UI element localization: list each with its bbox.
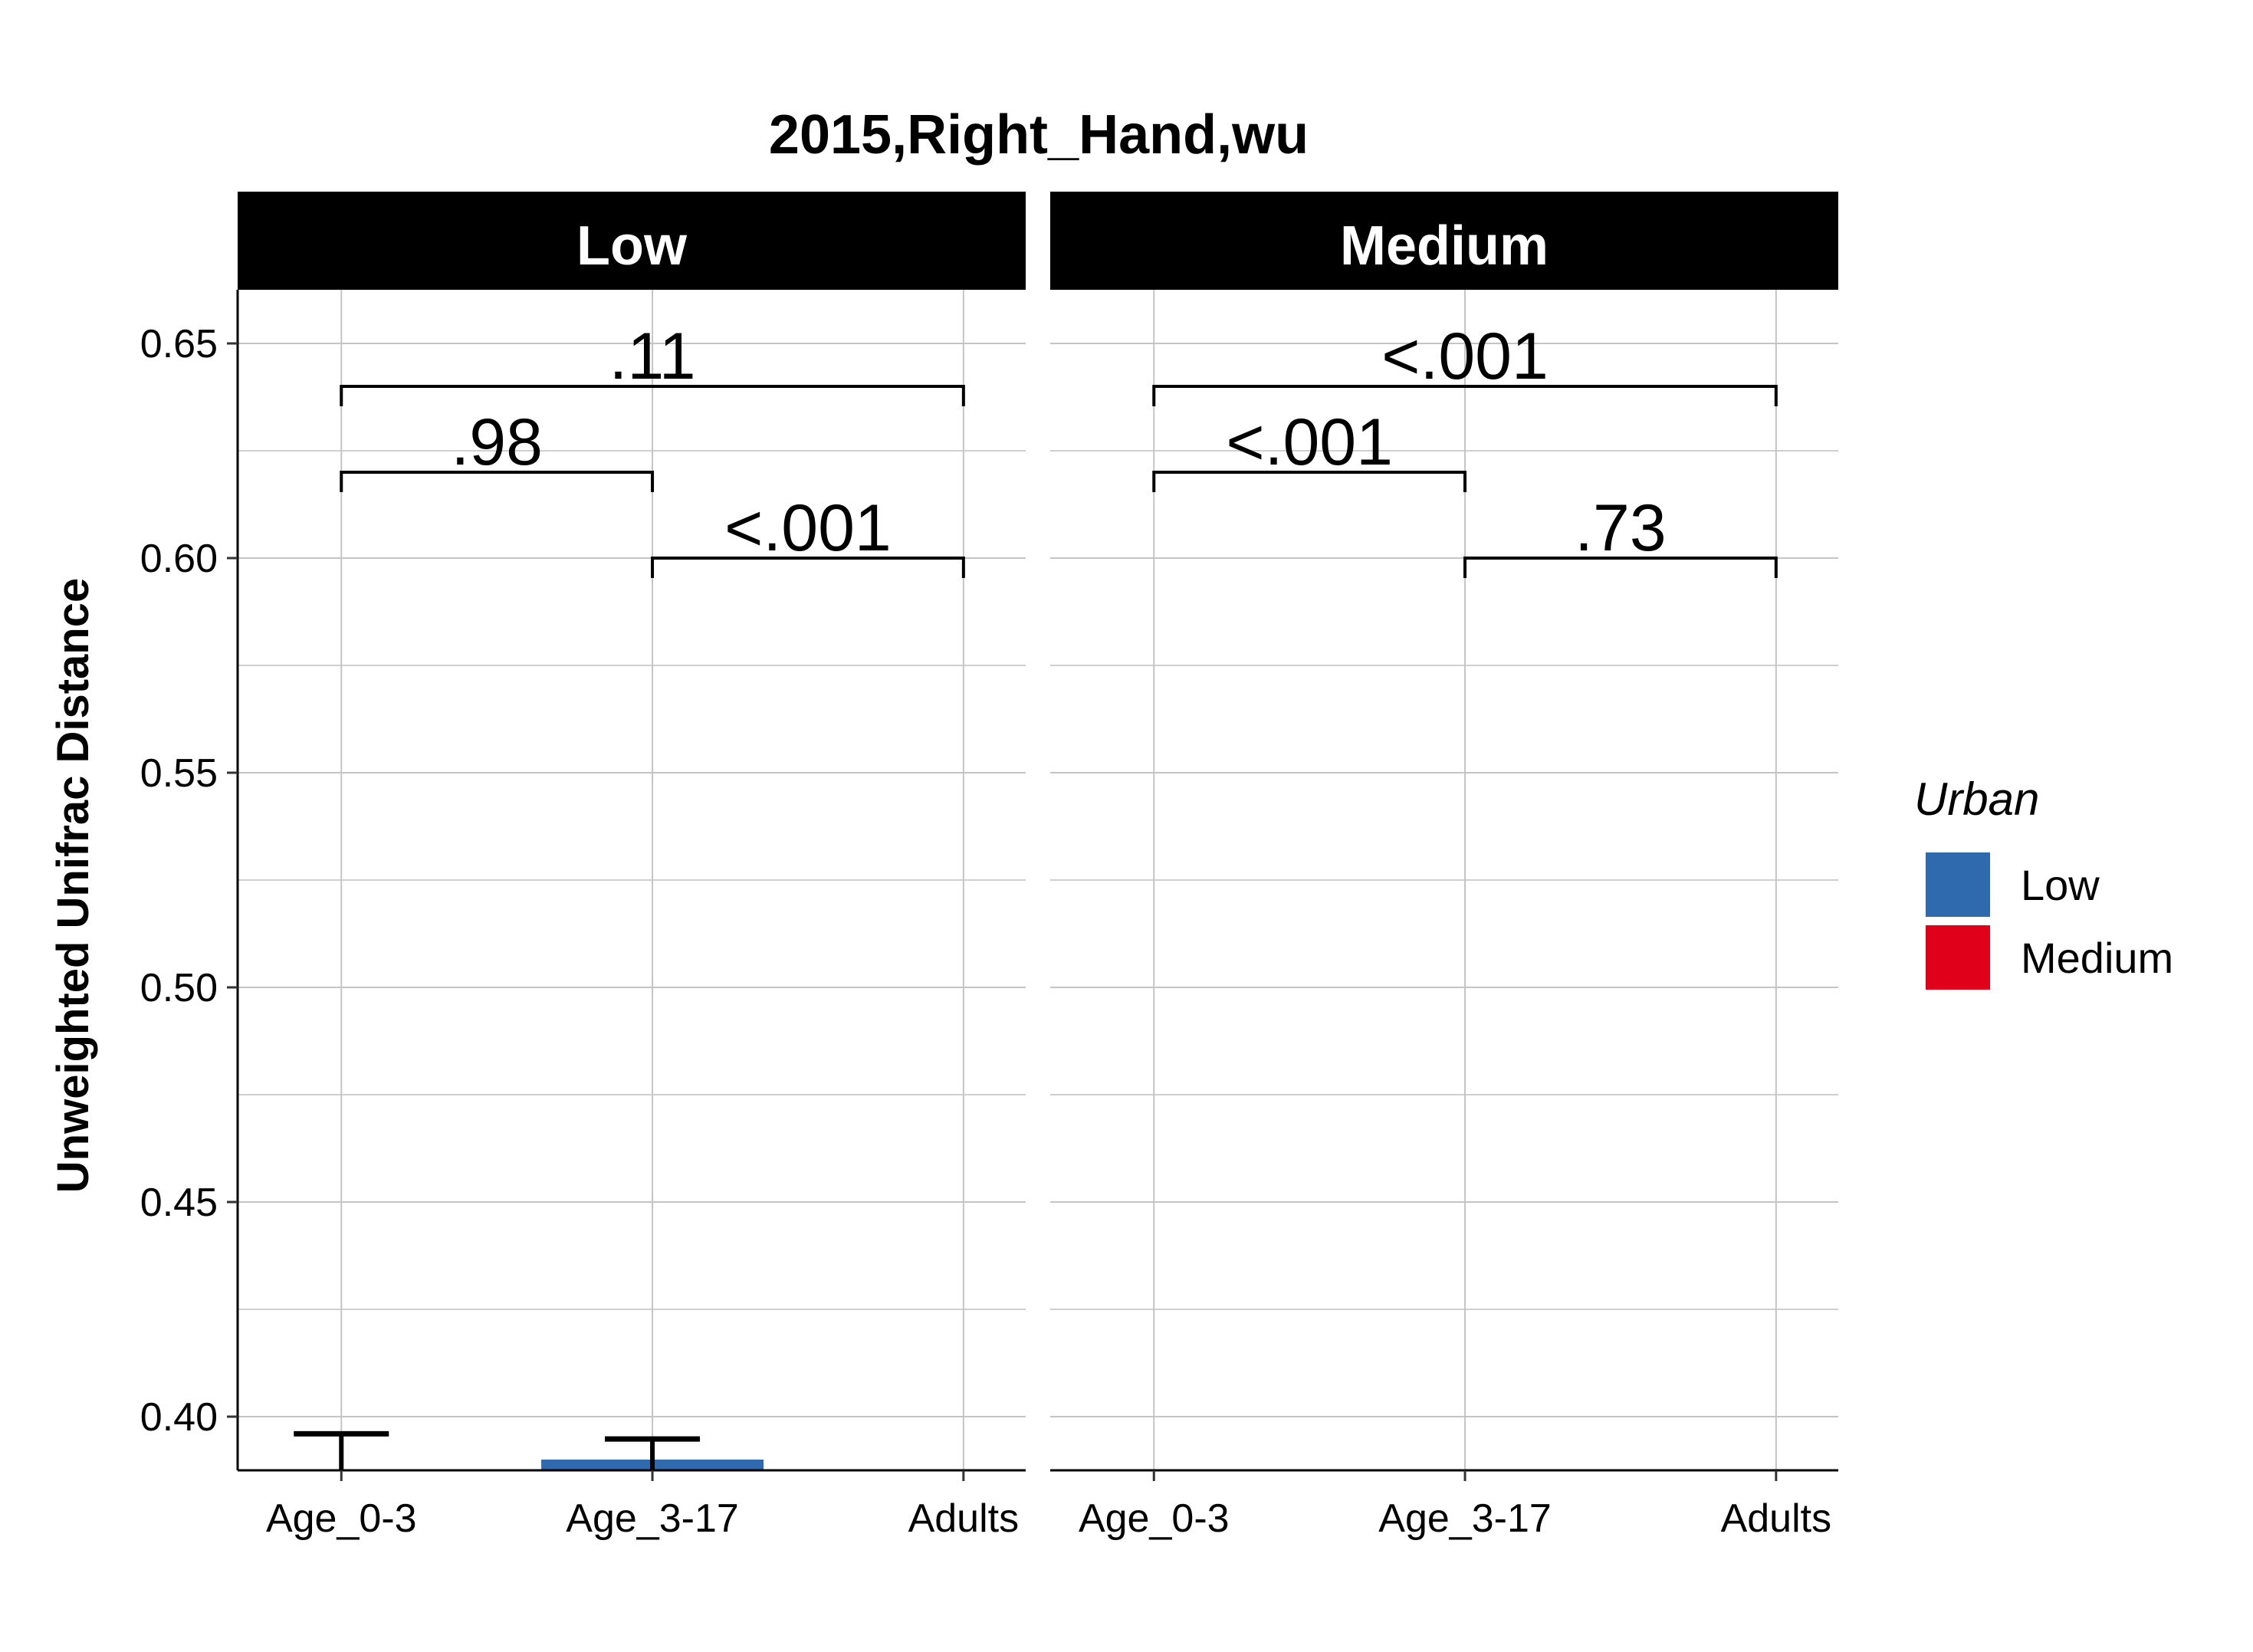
y-axis-label: Unweighted Unifrac Distance [48, 578, 98, 1193]
y-tick-label: 0.50 [140, 966, 218, 1010]
legend-key-medium [1926, 925, 1990, 990]
panel-low: Low .11 .98 <.001 Age_0-3 Age_3-17 Adults [236, 192, 1026, 1541]
panel-medium: Medium <.001 <.001 .73 Age_0-3 Age_3-17 Adults [1050, 192, 1838, 1541]
x-tick-label: Age_0-3 [1079, 1496, 1230, 1541]
y-tick-label: 0.60 [140, 537, 218, 581]
legend-label: Medium [2021, 934, 2173, 982]
comparison-p-value: <.001 [1226, 406, 1393, 479]
comparison-p-value: .73 [1575, 491, 1667, 565]
facet-strip [238, 192, 1026, 290]
y-tick-label: 0.40 [140, 1395, 218, 1440]
x-tick-label: Adults [908, 1496, 1020, 1541]
comparison-bracket [1463, 557, 1778, 578]
x-tick-label: Age_3-17 [1378, 1496, 1552, 1541]
x-tick-label: Adults [1721, 1496, 1832, 1541]
x-tick-label: Age_3-17 [566, 1496, 739, 1541]
legend-label: Low [2021, 861, 2100, 909]
x-tick-label: Age_0-3 [266, 1496, 417, 1541]
y-tick-label: 0.55 [140, 751, 218, 796]
y-axis-ticks: 0.40 0.45 0.50 0.55 0.60 0.65 [140, 322, 238, 1440]
comparison-bracket [1152, 471, 1467, 492]
comparison-p-value: <.001 [1381, 320, 1549, 393]
comparison-bracket [1152, 385, 1778, 406]
y-tick-label: 0.45 [140, 1181, 218, 1225]
legend: Urban Low Medium [1914, 773, 2173, 990]
legend-key-low [1926, 852, 1990, 917]
facet-strip-label: Medium [1340, 215, 1549, 277]
comparison-p-value: <.001 [724, 491, 892, 565]
chart-title: 2015,Right_Hand,wu [769, 104, 1309, 166]
y-tick-label: 0.65 [140, 322, 218, 366]
comparison-p-value: .11 [609, 320, 695, 393]
comparison-bracket [651, 557, 965, 578]
legend-title: Urban [1914, 773, 2039, 825]
facet-strip-label: Low [576, 215, 688, 277]
facet-strip [1050, 192, 1838, 290]
comparison-p-value: .98 [451, 406, 543, 479]
comparison-bracket [340, 385, 965, 406]
comparison-bracket [340, 471, 655, 492]
